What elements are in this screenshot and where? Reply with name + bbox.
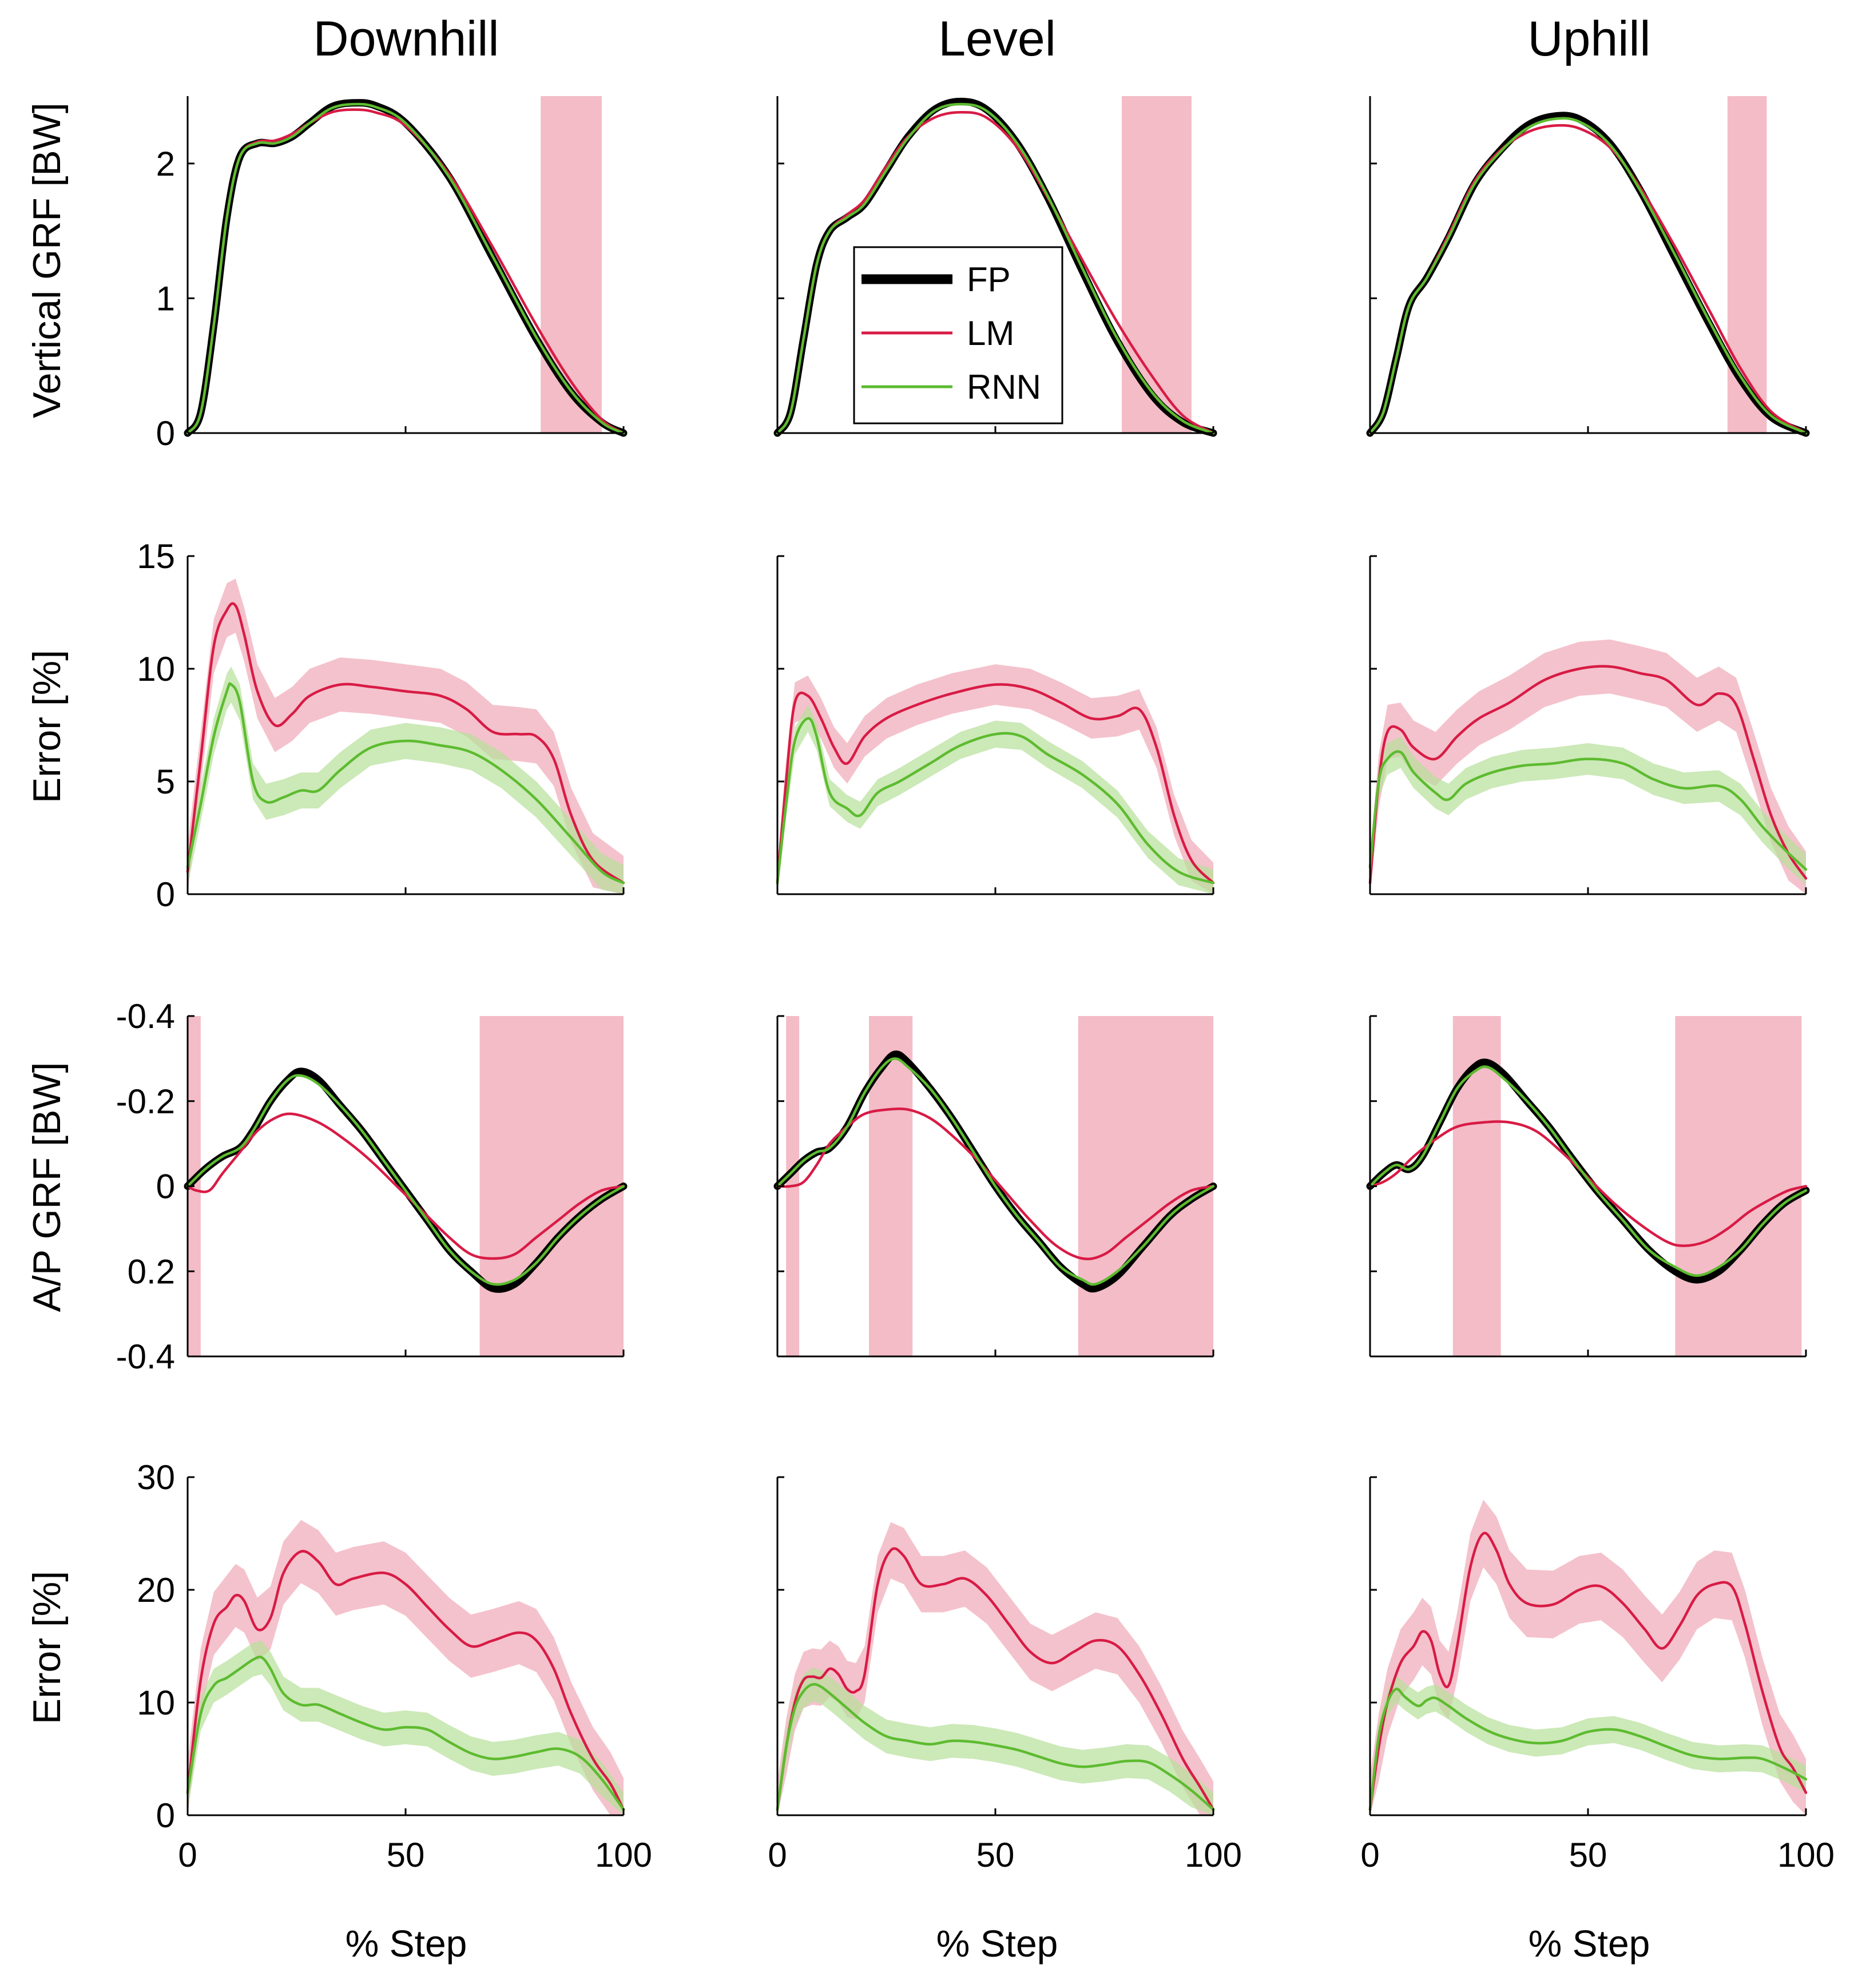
y-tick-label-downhill-vertical-error-3: 15 (137, 537, 175, 576)
x-tick-label-uphill-ap-error-1: 50 (1569, 1836, 1607, 1874)
x-tick-label-downhill-ap-error-0: 0 (178, 1836, 197, 1874)
series-band-rnn-uphill-vertical-error (1370, 736, 1806, 886)
panel-level-vertical-error (776, 555, 1215, 895)
legend-label-rnn: RNN (967, 368, 1041, 406)
series-line-rnn-level-ap-grf (776, 1057, 1215, 1286)
panel-level-ap-error: 0 50 100 (768, 1476, 1242, 1874)
series-band-rnn-downhill-vertical-error (188, 666, 624, 894)
series-band-lm-uphill-ap-error (1370, 1499, 1806, 1815)
series-line-lm-level-ap-grf (776, 1107, 1215, 1260)
x-axis-label-level: % Step (936, 1922, 1058, 1965)
row-label-error-vertical: Error [%] (25, 650, 69, 803)
legend-label-lm: LM (967, 314, 1014, 352)
legend: FP LM RNN (853, 246, 1063, 424)
y-tick-label-downhill-ap-error-2: 20 (137, 1571, 175, 1609)
x-tick-label-level-ap-error-0: 0 (768, 1836, 787, 1874)
series-line-rnn-uphill-ap-grf (1368, 1065, 1808, 1277)
column-title-level: Level (938, 11, 1056, 66)
panel-uphill-ap-error: 0 50 100 (1360, 1476, 1835, 1874)
x-tick-label-level-ap-error-1: 50 (976, 1836, 1015, 1874)
series-line-rnn-downhill-vertical-error (186, 682, 625, 884)
significance-region-uphill-ap-grf-0 (1452, 1016, 1501, 1356)
series-band-lm-downhill-ap-error (188, 1519, 624, 1815)
panel-uphill-vertical-error (1368, 555, 1808, 895)
significance-region-level-ap-grf-2 (1078, 1016, 1213, 1356)
y-tick-label-downhill-vertical-error-2: 10 (137, 650, 175, 688)
y-tick-label-downhill-vertical-grf-1: 1 (156, 279, 175, 318)
series-line-rnn-downhill-vertical-grf (186, 102, 625, 435)
x-tick-label-downhill-ap-error-1: 50 (387, 1836, 425, 1874)
series-band-rnn-level-ap-error (777, 1667, 1213, 1815)
panel-downhill-vertical-error: 0 5 10 15 (137, 537, 625, 914)
series-line-lm-level-ap-error (776, 1547, 1215, 1811)
series-line-lm-downhill-ap-grf (186, 1112, 625, 1260)
x-tick-label-uphill-ap-error-0: 0 (1360, 1836, 1379, 1874)
y-tick-label-downhill-ap-grf-2: 0 (156, 1168, 175, 1206)
series-band-rnn-uphill-ap-error (1370, 1675, 1806, 1815)
series-line-rnn-level-vertical-grf (776, 102, 1215, 435)
series-line-rnn-uphill-vertical-error (1368, 750, 1808, 871)
row-label-vertical-grf: Vertical GRF [BW] (25, 102, 69, 418)
y-tick-label-downhill-ap-grf-1: -0.2 (116, 1082, 175, 1121)
row-label-ap-grf: A/P GRF [BW] (25, 1062, 69, 1312)
series-line-rnn-level-vertical-error (776, 717, 1215, 884)
series-line-lm-level-vertical-error (776, 683, 1215, 884)
significance-region-uphill-ap-grf-1 (1675, 1016, 1802, 1356)
panel-level-vertical-grf (773, 96, 1217, 437)
x-tick-label-level-ap-error-2: 100 (1185, 1836, 1242, 1874)
series-line-rnn-level-ap-error (776, 1683, 1215, 1811)
panel-level-ap-grf (773, 1015, 1217, 1358)
panel-uphill-vertical-grf (1366, 96, 1810, 437)
panel-downhill-ap-grf: -0.4 -0.2 0 0.2 -0.4 (116, 997, 628, 1376)
series-line-rnn-downhill-ap-grf (186, 1074, 625, 1286)
panel-downhill-ap-error: 0 10 20 30 0 50 100 (137, 1458, 652, 1874)
row-label-error-ap: Error [%] (25, 1571, 69, 1724)
legend-label-fp: FP (967, 260, 1011, 299)
significance-region-downhill-vertical-grf-0 (541, 96, 602, 433)
series-line-lm-uphill-ap-error (1368, 1531, 1808, 1811)
y-tick-label-downhill-vertical-error-0: 0 (156, 875, 175, 914)
x-axis-label-uphill: % Step (1529, 1922, 1650, 1965)
y-tick-label-downhill-ap-error-0: 0 (156, 1796, 175, 1835)
x-tick-label-downhill-ap-error-2: 100 (595, 1836, 652, 1874)
series-line-rnn-uphill-vertical-grf (1368, 117, 1808, 435)
series-band-lm-uphill-vertical-error (1370, 639, 1806, 894)
y-tick-label-downhill-ap-grf-4: -0.4 (116, 1338, 175, 1376)
y-tick-label-downhill-vertical-grf-0: 0 (156, 414, 175, 453)
series-line-rnn-uphill-ap-error (1368, 1688, 1808, 1811)
y-tick-label-downhill-vertical-grf-2: 2 (156, 145, 175, 183)
x-tick-label-uphill-ap-error-2: 100 (1777, 1836, 1835, 1874)
y-tick-label-downhill-vertical-error-1: 5 (156, 763, 175, 801)
significance-region-level-vertical-grf-0 (1121, 96, 1192, 433)
series-line-lm-downhill-ap-error (186, 1550, 625, 1811)
panel-downhill-vertical-grf: 0 1 2 (156, 96, 628, 453)
y-tick-label-downhill-ap-error-3: 30 (137, 1458, 175, 1497)
series-band-rnn-level-vertical-error (777, 705, 1213, 894)
y-tick-label-downhill-ap-error-1: 10 (137, 1684, 175, 1722)
significance-region-level-ap-grf-1 (869, 1016, 913, 1356)
panel-uphill-ap-grf (1366, 1015, 1810, 1358)
series-band-lm-level-vertical-error (777, 664, 1213, 894)
significance-region-downhill-ap-grf-1 (479, 1016, 624, 1356)
column-title-uphill: Uphill (1527, 11, 1650, 66)
series-line-lm-uphill-vertical-error (1368, 665, 1808, 884)
series-line-rnn-downhill-ap-error (186, 1656, 625, 1811)
y-tick-label-downhill-ap-grf-0: -0.4 (116, 997, 175, 1035)
series-line-lm-downhill-vertical-error (186, 602, 625, 884)
y-tick-label-downhill-ap-grf-3: 0.2 (128, 1252, 175, 1291)
column-title-downhill: Downhill (313, 11, 499, 66)
x-axis-label-downhill: % Step (346, 1922, 467, 1965)
